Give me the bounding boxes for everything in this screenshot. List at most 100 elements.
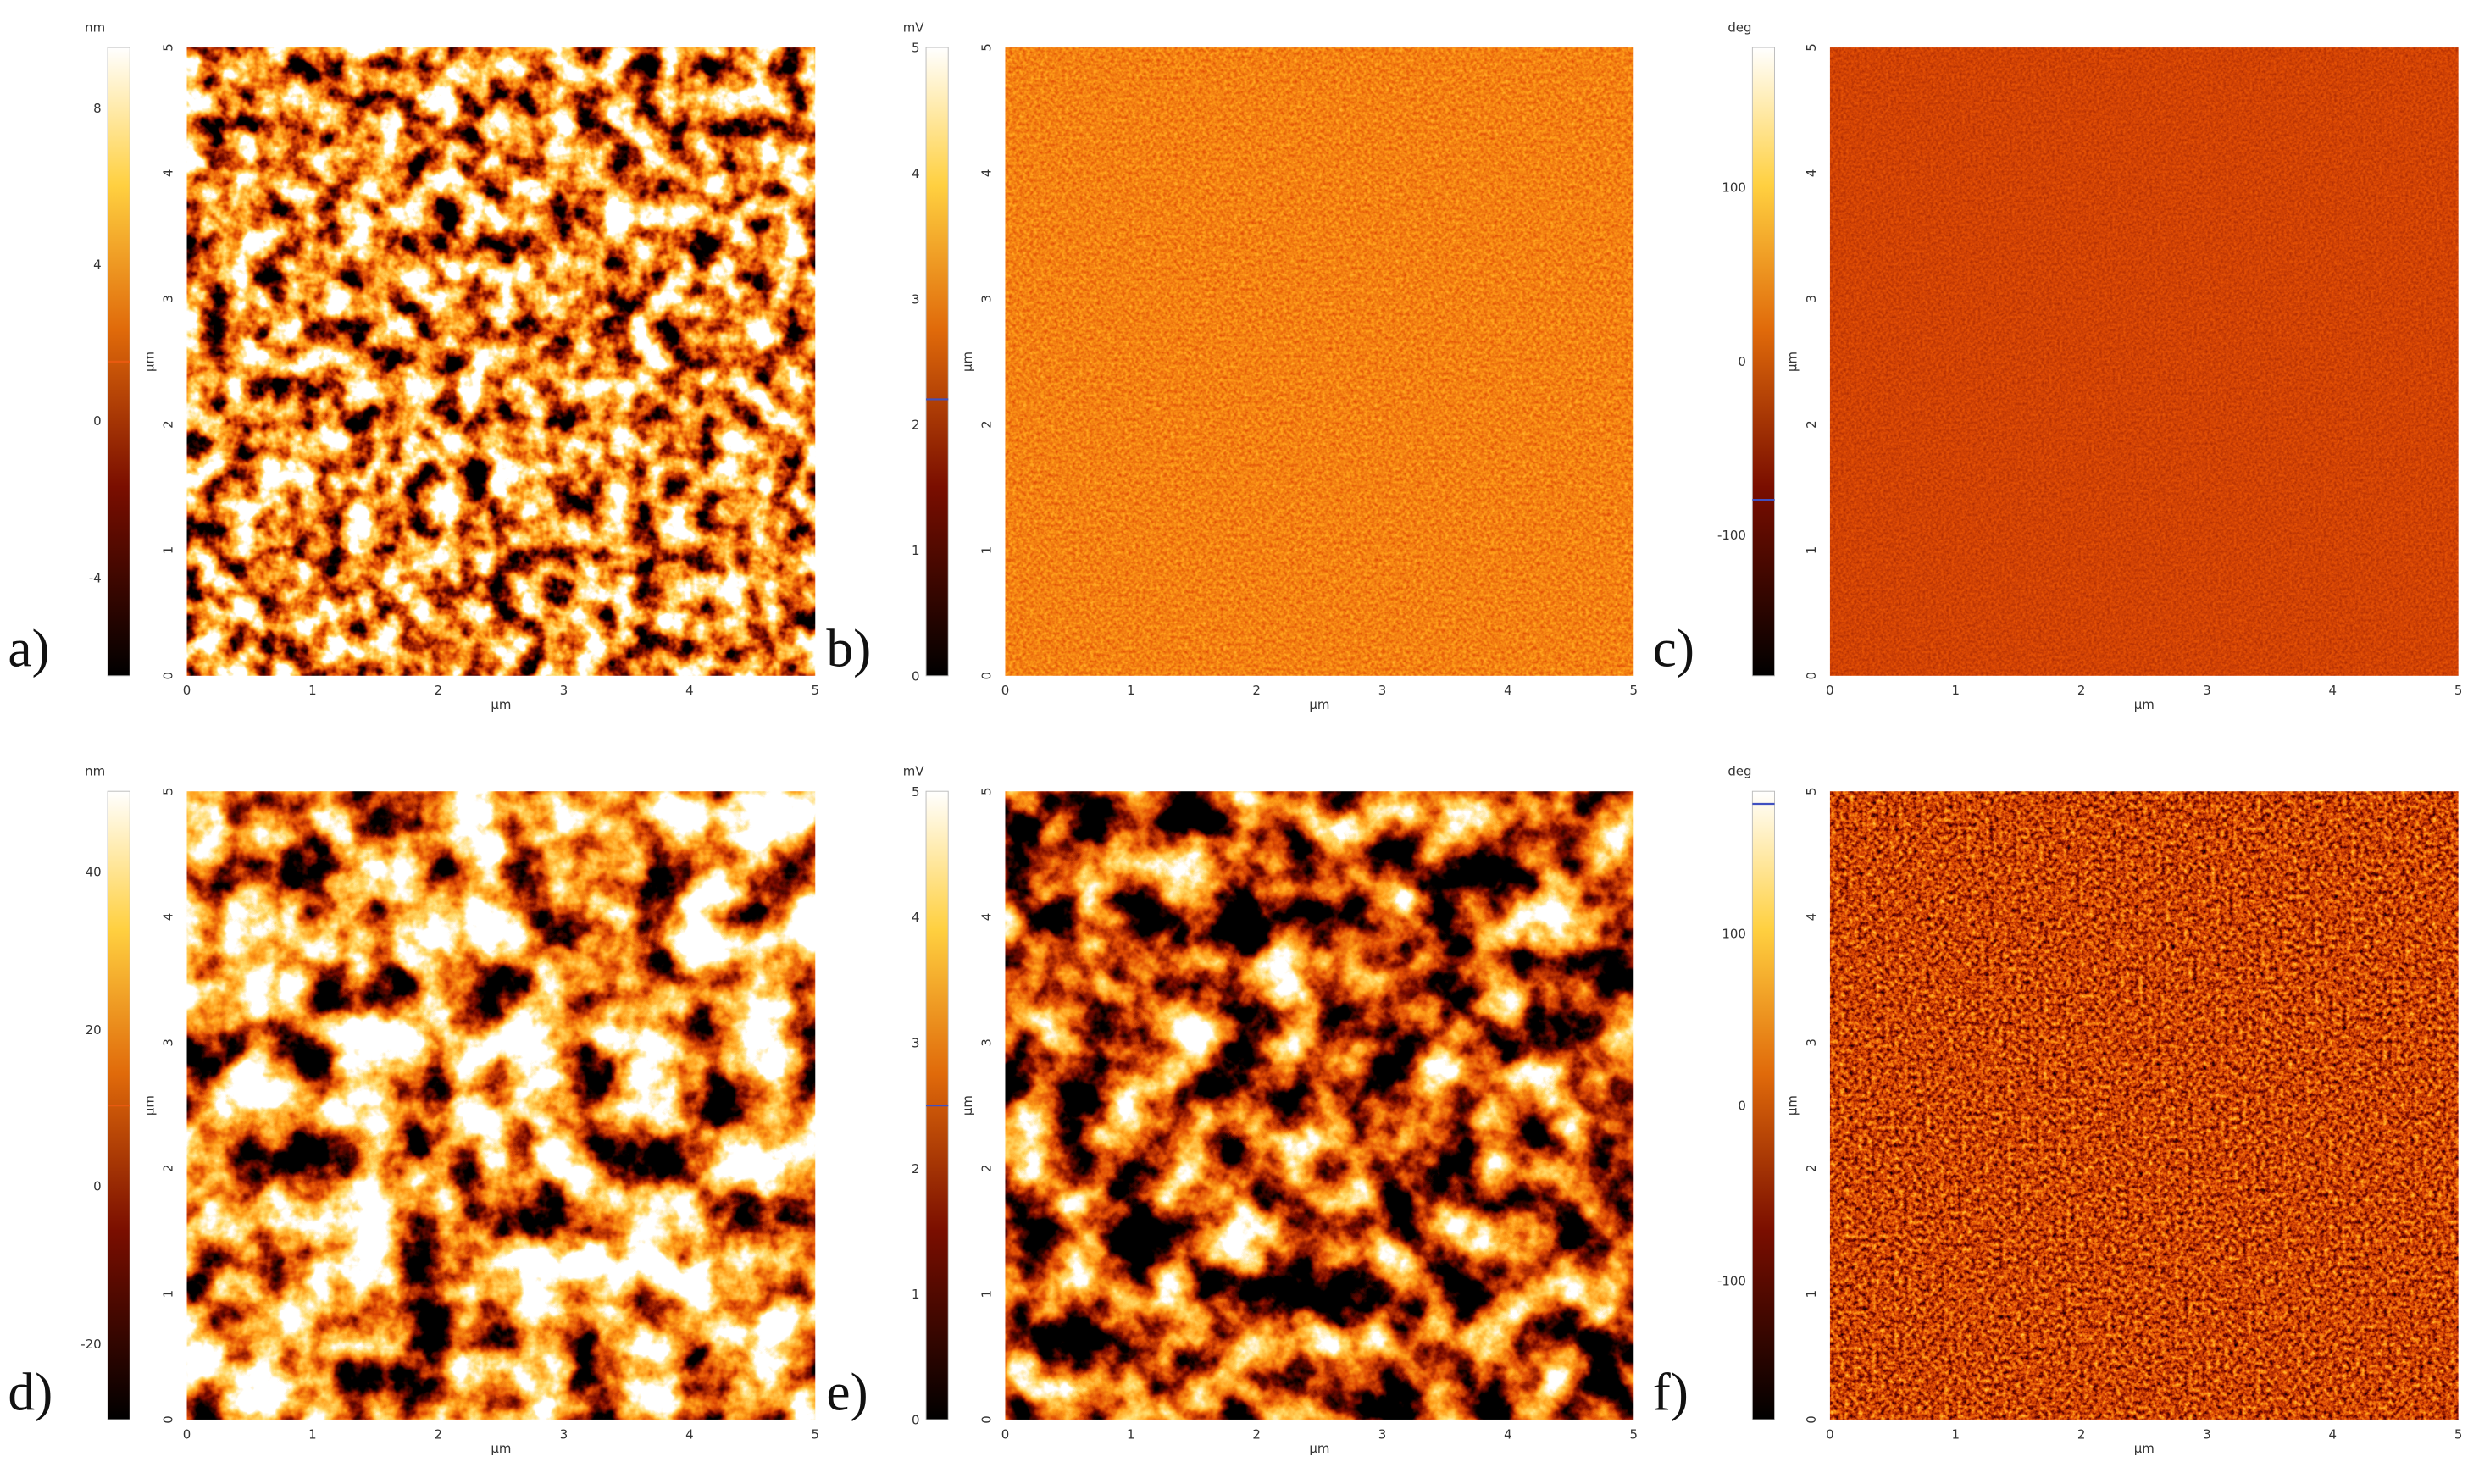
x-tick-label: 2 xyxy=(2077,683,2086,698)
x-tick-label: 0 xyxy=(1826,683,1834,698)
y-tick-label: 4 xyxy=(1804,169,1819,178)
colorbar-tick-label: 3 xyxy=(912,291,920,307)
x-tick-label: 5 xyxy=(1629,1426,1638,1442)
panel-letter: f) xyxy=(1653,1362,1689,1422)
x-tick-label: 0 xyxy=(183,683,191,698)
afm-image xyxy=(1005,47,1634,676)
y-tick-label: 5 xyxy=(161,787,176,795)
x-tick-label: 1 xyxy=(308,683,317,698)
y-tick-label: 4 xyxy=(979,169,995,178)
y-axis-label: µm xyxy=(1785,1095,1800,1116)
y-tick-label: 5 xyxy=(1804,787,1819,795)
colorbar-tick-label: 0 xyxy=(93,413,102,429)
x-tick-label: 4 xyxy=(2329,683,2338,698)
y-tick-label: 4 xyxy=(1804,913,1819,922)
colorbar-tick-label: 8 xyxy=(93,101,102,116)
x-tick-label: 2 xyxy=(1252,683,1261,698)
y-tick-label: 4 xyxy=(161,913,176,922)
y-tick-label: 4 xyxy=(161,169,176,178)
y-tick-label: 1 xyxy=(161,546,176,555)
x-tick-label: 4 xyxy=(1504,683,1512,698)
colorbar-tick-label: 5 xyxy=(912,41,920,56)
x-tick-label: 4 xyxy=(1504,1426,1512,1442)
y-tick-label: 5 xyxy=(1804,43,1819,52)
y-tick-label: 1 xyxy=(161,1290,176,1298)
y-tick-label: 2 xyxy=(161,420,176,429)
panel-letter: a) xyxy=(8,618,49,678)
x-tick-label: 3 xyxy=(560,1426,568,1442)
colorbar xyxy=(1751,47,1775,677)
colorbar-tick-label: 0 xyxy=(912,668,920,684)
panel-letter: d) xyxy=(8,1362,53,1422)
y-axis-label: µm xyxy=(960,352,975,372)
panel-letter: c) xyxy=(1653,618,1694,678)
x-axis-label: µm xyxy=(491,1441,511,1456)
y-axis-label: µm xyxy=(141,352,157,372)
colorbar-tick-label: -4 xyxy=(89,571,102,586)
x-tick-label: 4 xyxy=(685,1426,694,1442)
y-tick-label: 2 xyxy=(161,1164,176,1172)
y-axis-label: µm xyxy=(1785,352,1800,372)
y-tick-label: 1 xyxy=(979,546,995,555)
y-tick-label: 2 xyxy=(979,1164,995,1172)
x-axis-label: µm xyxy=(491,697,511,712)
x-axis-label: µm xyxy=(1309,697,1329,712)
colorbar-tick-label: -20 xyxy=(80,1337,101,1352)
y-tick-label: 2 xyxy=(1804,1164,1819,1172)
x-tick-label: 1 xyxy=(1127,1426,1135,1442)
colorbar-tick-label: 4 xyxy=(912,166,920,181)
x-tick-label: 4 xyxy=(2329,1426,2338,1442)
colorbar xyxy=(925,47,949,677)
y-tick-label: 0 xyxy=(979,672,995,680)
x-tick-label: 5 xyxy=(812,683,820,698)
y-tick-label: 5 xyxy=(979,787,995,795)
x-tick-label: 5 xyxy=(2454,1426,2463,1442)
x-tick-label: 1 xyxy=(1952,683,1960,698)
afm-image xyxy=(1829,47,2459,676)
x-tick-label: 0 xyxy=(183,1426,191,1442)
afm-image xyxy=(1829,791,2459,1420)
x-tick-label: 5 xyxy=(812,1426,820,1442)
panel-letter: b) xyxy=(826,618,871,678)
x-tick-label: 3 xyxy=(560,683,568,698)
y-tick-label: 2 xyxy=(979,420,995,429)
x-tick-label: 3 xyxy=(1378,683,1387,698)
y-tick-label: 1 xyxy=(1804,1290,1819,1298)
colorbar-unit: deg xyxy=(1728,764,1751,779)
colorbar-tick-label: 2 xyxy=(912,1161,920,1177)
y-tick-label: 0 xyxy=(1804,1415,1819,1424)
colorbar-tick-label: 5 xyxy=(912,784,920,800)
y-tick-label: 1 xyxy=(979,1290,995,1298)
x-axis-label: µm xyxy=(2134,1441,2155,1456)
y-tick-label: 4 xyxy=(979,913,995,922)
x-tick-label: 5 xyxy=(2454,683,2463,698)
y-tick-label: 0 xyxy=(1804,672,1819,680)
colorbar-tick-label: 1 xyxy=(912,1287,920,1302)
y-axis-label: µm xyxy=(960,1095,975,1116)
x-tick-label: 2 xyxy=(1252,1426,1261,1442)
y-tick-label: 3 xyxy=(1804,295,1819,303)
colorbar-tick-label: 0 xyxy=(912,1413,920,1428)
x-tick-label: 0 xyxy=(1001,683,1010,698)
y-tick-label: 3 xyxy=(161,1038,176,1047)
colorbar-unit: nm xyxy=(85,19,105,35)
colorbar-tick-label: 2 xyxy=(912,418,920,433)
y-tick-label: 1 xyxy=(1804,546,1819,555)
colorbar-tick-label: 100 xyxy=(1722,180,1746,195)
y-tick-label: 5 xyxy=(161,43,176,52)
y-tick-label: 3 xyxy=(979,1038,995,1047)
y-tick-label: 0 xyxy=(161,672,176,680)
colorbar-unit: deg xyxy=(1728,19,1751,35)
y-tick-label: 3 xyxy=(979,295,995,303)
colorbar-unit: mV xyxy=(903,764,925,779)
colorbar-tick-label: 1 xyxy=(912,543,920,558)
x-tick-label: 2 xyxy=(434,683,442,698)
y-tick-label: 0 xyxy=(979,1415,995,1424)
x-axis-label: µm xyxy=(2134,697,2155,712)
